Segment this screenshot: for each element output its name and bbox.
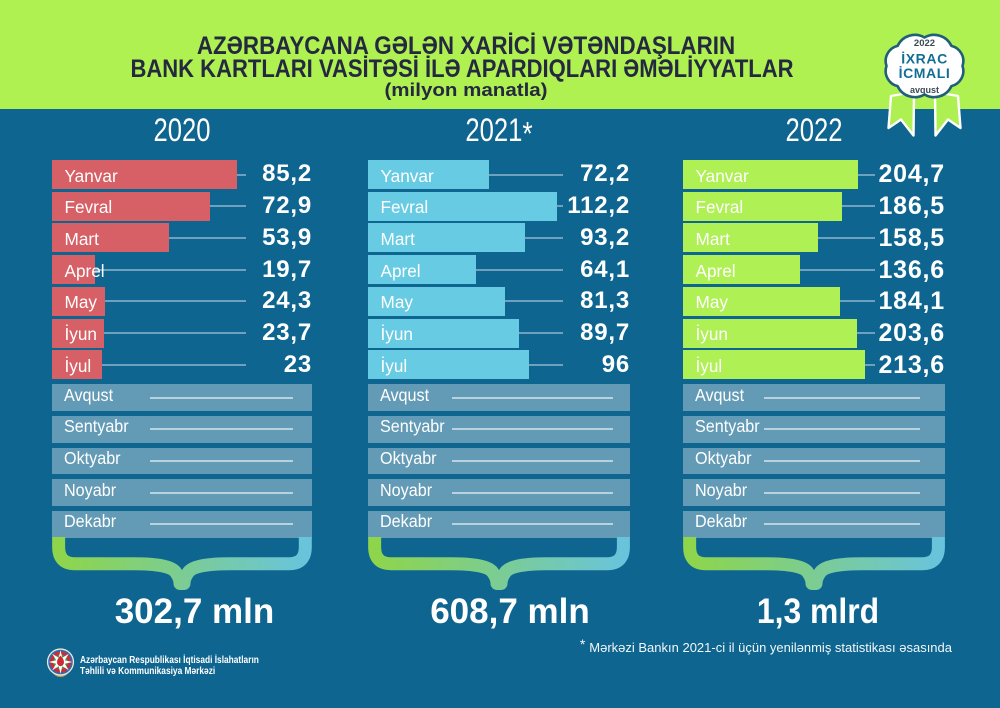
- svg-text:İCMALI: İCMALI: [899, 65, 951, 81]
- svg-text:avqust: avqust: [910, 85, 939, 95]
- svg-text:İXRAC: İXRAC: [901, 50, 948, 66]
- svg-text:2022: 2022: [914, 38, 935, 49]
